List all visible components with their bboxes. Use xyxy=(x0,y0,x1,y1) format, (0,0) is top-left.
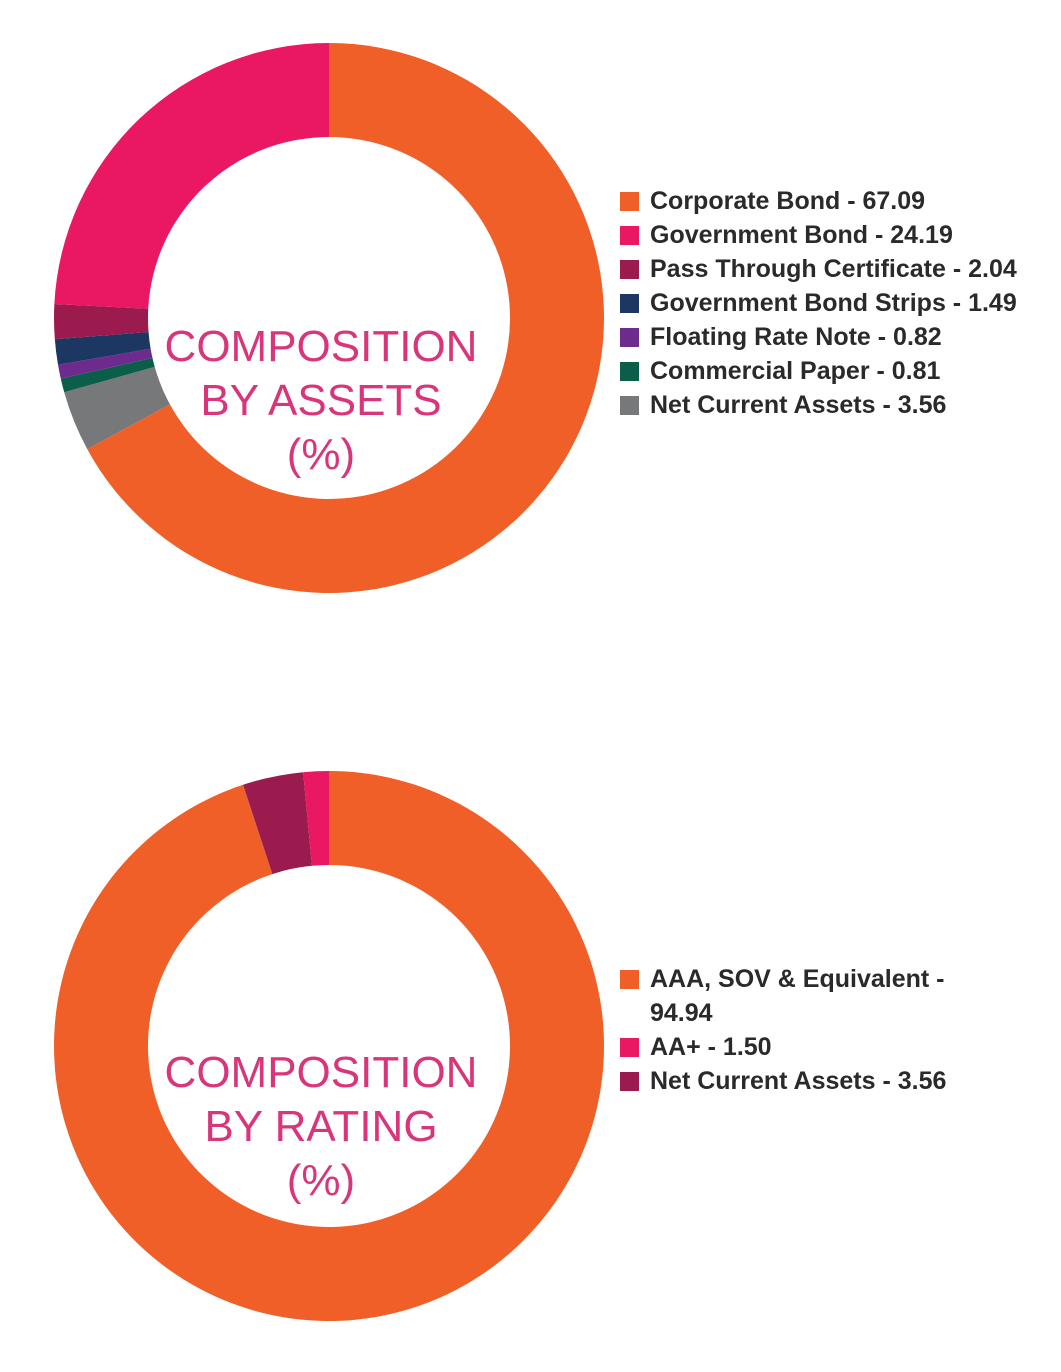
legend-item: Corporate Bond - 67.09 xyxy=(620,184,1017,218)
legend-label: Commercial Paper - 0.81 xyxy=(650,357,941,385)
legend-label: Government Bond - 24.19 xyxy=(650,221,953,249)
assets-title-line-2: BY ASSETS xyxy=(200,376,442,425)
assets-donut xyxy=(54,43,605,593)
assets-composition-chart: COMPOSITION BY ASSETS (%) Corporate Bond… xyxy=(0,0,1061,640)
legend-swatch xyxy=(620,192,639,211)
legend-label: Government Bond Strips - 1.49 xyxy=(650,289,1017,317)
legend-item: Pass Through Certificate - 2.04 xyxy=(620,252,1017,286)
rating-center-title: COMPOSITION BY RATING (%) xyxy=(121,1046,521,1208)
donut-slice-net-current-assets xyxy=(64,366,170,450)
rating-legend: AAA, SOV & Equivalent - 94.94 AA+ - 1.50… xyxy=(620,962,1010,1098)
assets-title-line-3: (%) xyxy=(286,430,356,479)
rating-title-line-3: (%) xyxy=(286,1156,356,1205)
legend-label: Net Current Assets - 3.56 xyxy=(650,391,947,419)
legend-label: Corporate Bond - 67.09 xyxy=(650,187,926,215)
legend-item: Government Bond Strips - 1.49 xyxy=(620,286,1017,320)
assets-title-line-1: COMPOSITION xyxy=(164,322,478,371)
legend-item: Government Bond - 24.19 xyxy=(620,218,1017,252)
legend-item: AA+ - 1.50 xyxy=(620,1030,1010,1064)
legend-label: AAA, SOV & Equivalent - 94.94 xyxy=(650,965,945,1027)
legend-label: AA+ - 1.50 xyxy=(650,1033,772,1061)
rating-composition-chart: COMPOSITION BY RATING (%) AAA, SOV & Equ… xyxy=(0,700,1061,1372)
donut-slice-corporate-bond xyxy=(87,43,605,593)
legend-item: Net Current Assets - 3.56 xyxy=(620,1064,1010,1098)
legend-item: Floating Rate Note - 0.82 xyxy=(620,320,1017,354)
rating-donut xyxy=(54,771,605,1321)
donut-slice-pass-through-certificate xyxy=(54,304,149,340)
legend-swatch xyxy=(620,362,639,381)
legend-swatch xyxy=(620,1072,639,1091)
legend-label: Pass Through Certificate - 2.04 xyxy=(650,255,1017,283)
donut-slice-floating-rate-note xyxy=(58,348,153,379)
assets-center-title: COMPOSITION BY ASSETS (%) xyxy=(121,320,521,482)
legend-label: Floating Rate Note - 0.82 xyxy=(650,323,942,351)
legend-swatch xyxy=(620,328,639,347)
legend-swatch xyxy=(620,970,639,989)
legend-swatch xyxy=(620,1038,639,1057)
legend-swatch xyxy=(620,260,639,279)
donut-slice-aa xyxy=(303,771,329,866)
donut-slice-commercial-paper xyxy=(60,357,155,393)
donut-slice-net-current-assets xyxy=(243,772,312,875)
legend-label: Net Current Assets - 3.56 xyxy=(650,1067,947,1095)
assets-legend: Corporate Bond - 67.09 Government Bond -… xyxy=(620,184,1017,422)
legend-item: AAA, SOV & Equivalent - 94.94 xyxy=(620,962,1010,1030)
legend-item: Net Current Assets - 3.56 xyxy=(620,388,1017,422)
legend-swatch xyxy=(620,294,639,313)
legend-swatch xyxy=(620,226,639,245)
donut-slice-aaa-sov-equivalent xyxy=(54,771,605,1321)
donut-slice-government-bond-strips xyxy=(54,331,151,365)
rating-title-line-2: BY RATING xyxy=(204,1102,438,1151)
legend-item: Commercial Paper - 0.81 xyxy=(620,354,1017,388)
rating-title-line-1: COMPOSITION xyxy=(164,1048,478,1097)
legend-swatch xyxy=(620,396,639,415)
donut-slice-government-bond xyxy=(54,43,329,309)
